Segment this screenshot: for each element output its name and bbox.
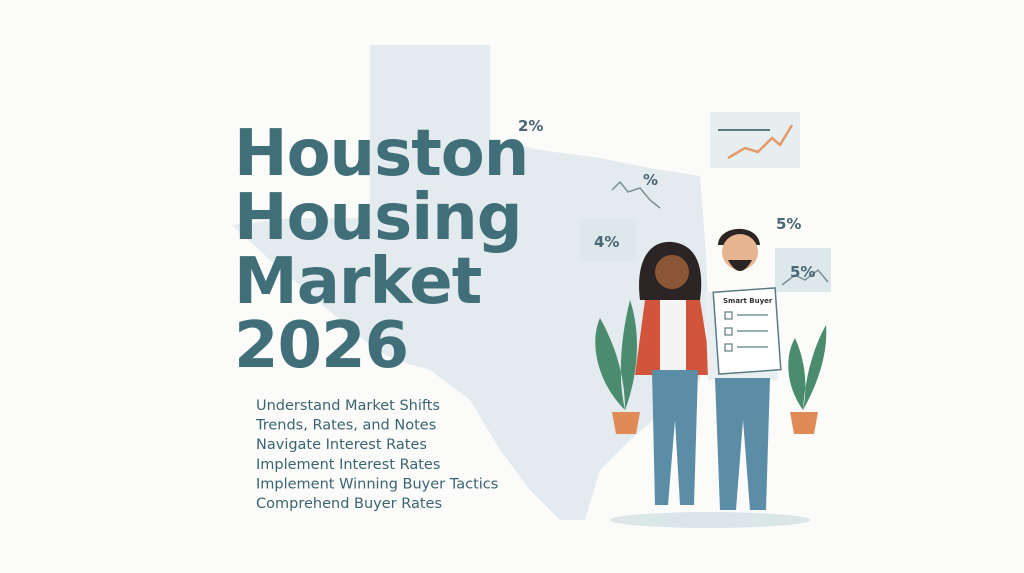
woman-jeans: [652, 370, 698, 505]
shadow: [610, 512, 810, 528]
bullet-item: Understand Market Shifts: [256, 398, 440, 414]
title-line: Housing: [234, 181, 522, 255]
bullet-item: Trends, Rates, and Notes: [255, 418, 436, 434]
chart-trend: [727, 124, 794, 160]
plant-leaves: [595, 300, 637, 410]
badges: 2%% 4% 5% 5%: [518, 117, 815, 281]
man-beard: [728, 260, 752, 271]
badge-card: [580, 218, 636, 262]
woman-shirt: [660, 300, 686, 370]
man-jeans: [715, 378, 770, 510]
percent-badge: %: [643, 171, 658, 189]
squiggle: [781, 268, 829, 286]
bullet-item: Navigate Interest Rates: [256, 437, 427, 453]
squiggle: [611, 180, 661, 209]
percent-badge: 5%: [790, 263, 815, 281]
percent-badge: 5%: [776, 215, 801, 233]
chart-card: [710, 112, 800, 168]
percent-badge: 4%: [594, 233, 619, 251]
title-line: Market: [234, 245, 482, 319]
bullet-item: Implement Interest Rates: [256, 457, 440, 473]
plant-leaves: [788, 325, 827, 410]
woman-face: [655, 255, 689, 289]
plant-pot: [612, 412, 640, 434]
badge-card: [775, 248, 831, 292]
bullet-item: Implement Winning Buyer Tactics: [256, 476, 498, 492]
texas-map: [232, 45, 708, 520]
checkbox: [724, 343, 733, 352]
clipboard-title: Smart Buyer: [723, 297, 773, 305]
checkbox: [724, 327, 733, 336]
bullet-list: Understand Market Shifts Trends, Rates, a…: [255, 398, 498, 512]
title-line: Houston: [234, 117, 528, 191]
title-line: 2026: [234, 309, 408, 383]
bullet-item: Comprehend Buyer Rates: [256, 496, 442, 512]
plant-pot: [790, 412, 818, 434]
checkbox: [724, 311, 733, 320]
percent-badge: 2%: [518, 117, 543, 135]
checklist: [724, 311, 768, 352]
